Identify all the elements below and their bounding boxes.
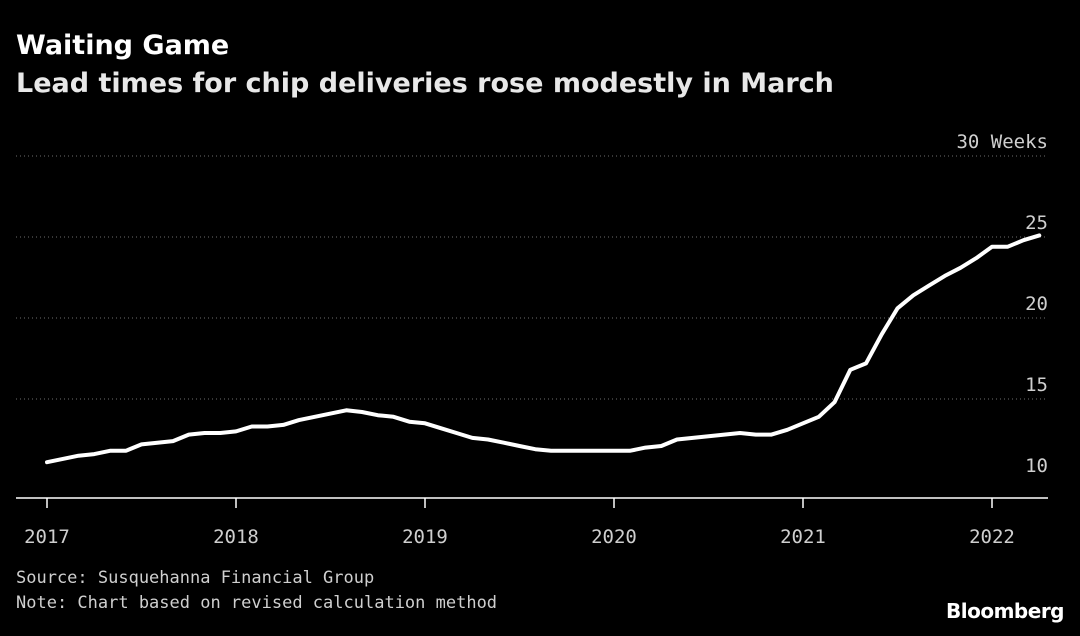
x-tick-label-2018: 2018: [213, 526, 259, 548]
x-tick-label-2021: 2021: [780, 526, 826, 548]
line-chart: 10 15 20 25 30 Weeks 2017 2018 2019 2020 2021 202…: [16, 131, 1048, 548]
series-layer: [45, 233, 1042, 465]
chart-title: Waiting Game: [16, 30, 230, 61]
y-tick-label-10: 10: [1025, 455, 1048, 477]
y-axis-tick-labels: 10 15 20 25 30 Weeks: [956, 131, 1048, 477]
y-tick-label-25: 25: [1025, 212, 1048, 234]
x-tick-label-2017: 2017: [24, 526, 70, 548]
bloomberg-logo: Bloomberg: [946, 599, 1064, 623]
method-note: Note: Chart based on revised calculation…: [16, 593, 498, 613]
x-tick-label-2020: 2020: [591, 526, 637, 548]
series-line-0: [45, 233, 1042, 465]
grid-lines: [16, 155, 1048, 400]
x-tick-label-2022: 2022: [969, 526, 1015, 548]
y-tick-label-20: 20: [1025, 293, 1048, 315]
source-note: Source: Susquehanna Financial Group: [16, 568, 375, 588]
y-tick-label-15: 15: [1025, 374, 1048, 396]
y-tick-label-30: 30 Weeks: [956, 131, 1048, 153]
chart-subtitle: Lead times for chip deliveries rose mode…: [16, 68, 834, 99]
x-axis: 2017 2018 2019 2020 2021 2022: [16, 497, 1048, 548]
x-tick-label-2019: 2019: [402, 526, 448, 548]
